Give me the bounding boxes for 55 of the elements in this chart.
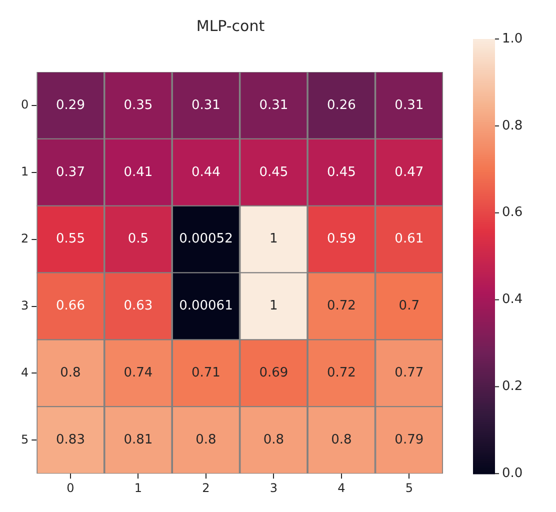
color-bar-label: 1.0 [502, 31, 523, 46]
data-label: 0.41 [124, 164, 153, 180]
data-label: 0.81 [124, 432, 153, 448]
data-label: 0.7 [398, 298, 420, 314]
data-label: 0.45 [259, 164, 288, 180]
data-label: 0.45 [326, 164, 356, 180]
data-label: 0.77 [394, 366, 424, 381]
data-label: 0.8 [196, 432, 216, 448]
data-label: 0.8 [331, 432, 352, 448]
data-label: 0.83 [56, 432, 85, 448]
data-label: 0.37 [56, 164, 85, 180]
color-bar-label: 0.8 [502, 118, 523, 134]
data-label: 0.31 [191, 98, 220, 113]
chart-title: MLP-cont [196, 16, 265, 35]
data-label: 0.79 [394, 432, 424, 448]
data-label: 0.5 [128, 232, 149, 247]
data-label: 0.59 [326, 232, 356, 247]
data-label: 1 [270, 298, 278, 314]
data-label: 0.61 [394, 232, 424, 247]
y-tick-label: 3 [20, 298, 29, 312]
data-label: 0.8 [263, 432, 284, 448]
data-label: 0.00061 [179, 298, 233, 314]
y-tick-label: 2 [20, 231, 29, 246]
data-label: 0.35 [124, 98, 153, 113]
data-label: 0.47 [394, 164, 424, 180]
data-label: 0.29 [56, 98, 85, 113]
data-label: 0.72 [326, 366, 356, 381]
data-label: 0.66 [56, 298, 85, 314]
y-tick-label: 5 [20, 432, 29, 446]
y-tick-label: 4 [20, 365, 29, 380]
x-tick-label: 5 [405, 480, 413, 495]
y-tick-label: 1 [20, 164, 29, 179]
color-bar-label: 0.0 [502, 466, 523, 481]
data-label: 0.69 [259, 366, 288, 381]
data-label: 1 [270, 232, 278, 247]
data-label: 0.44 [191, 164, 220, 180]
data-label: 0.00052 [179, 232, 233, 247]
color-bar-label: 0.4 [502, 292, 523, 308]
data-label: 0.63 [124, 298, 153, 314]
data-label: 0.74 [124, 366, 153, 381]
data-label: 0.8 [60, 366, 81, 381]
color-bar-label: 0.2 [502, 379, 523, 394]
data-label: 0.31 [394, 98, 424, 113]
x-tick-label: 2 [202, 480, 210, 495]
x-tick-label: 3 [270, 480, 278, 495]
data-label: 0.72 [326, 298, 356, 314]
x-tick-label: 1 [134, 480, 142, 495]
data-label: 0.26 [326, 98, 356, 113]
x-tick-label: 0 [66, 480, 74, 495]
y-tick-label: 0 [20, 98, 29, 112]
data-label: 0.31 [259, 98, 288, 113]
color-bar-label: 0.6 [502, 205, 523, 220]
x-tick-label: 4 [338, 480, 346, 495]
data-label: 0.71 [191, 366, 220, 381]
data-label: 0.55 [56, 232, 85, 247]
